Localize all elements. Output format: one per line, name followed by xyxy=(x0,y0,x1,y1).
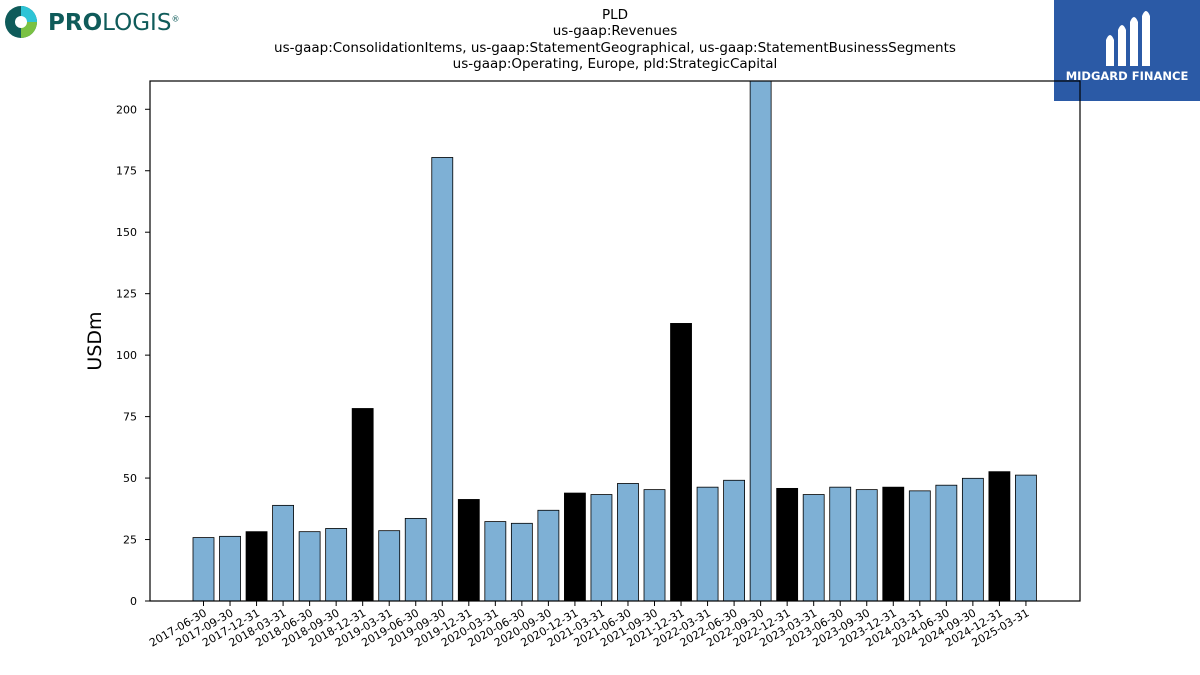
bar-2018-12-31 xyxy=(351,408,374,601)
bar-2024-12-31 xyxy=(988,471,1011,601)
bar-2020-12-31 xyxy=(564,492,586,601)
bar-2021-03-31 xyxy=(590,494,613,601)
bar-2023-09-30 xyxy=(855,489,878,601)
chart-title-line-4: us-gaap:Operating, Europe, pld:Strategic… xyxy=(452,55,778,72)
bar-2018-03-31 xyxy=(272,504,294,601)
y-tick-label-150: 150 xyxy=(116,226,137,239)
prologis-wordmark: PROLOGIS® xyxy=(48,10,179,36)
bar-2020-06-30 xyxy=(510,522,533,601)
bar-2019-09-30 xyxy=(431,157,454,601)
bar-2019-03-31 xyxy=(378,530,401,601)
y-tick-label-50: 50 xyxy=(123,472,137,485)
bar-2024-06-30 xyxy=(935,484,958,601)
bar-2024-09-30 xyxy=(961,477,984,601)
y-tick-label-0: 0 xyxy=(130,595,137,608)
y-tick-label-75: 75 xyxy=(123,411,137,424)
bar-2017-09-30 xyxy=(219,535,241,601)
bar-2019-06-30 xyxy=(404,517,427,601)
prologis-mark-icon xyxy=(5,6,37,38)
y-tick-label-175: 175 xyxy=(116,165,137,178)
bar-2023-06-30 xyxy=(829,486,852,601)
y-tick-label-200: 200 xyxy=(116,103,137,116)
bar-2021-06-30 xyxy=(617,483,639,601)
bar-2020-03-31 xyxy=(484,521,507,601)
bar-2023-12-31 xyxy=(882,486,905,601)
registered-mark: ® xyxy=(171,14,180,24)
bar-2022-12-31 xyxy=(776,487,799,601)
bar-2019-12-31 xyxy=(457,499,480,601)
bar-2022-06-30 xyxy=(723,479,745,601)
bar-2018-06-30 xyxy=(298,531,321,601)
prologis-logo: PROLOGIS® xyxy=(4,4,194,42)
bar-2017-12-31 xyxy=(245,531,268,601)
prologis-wordmark-bold: PRO xyxy=(48,10,103,36)
bar-2020-09-30 xyxy=(537,509,560,601)
plot-frame xyxy=(149,80,1081,602)
bar-2022-09-30 xyxy=(749,81,772,601)
bar-2024-03-31 xyxy=(908,490,931,601)
chart-title-line-2: us-gaap:Revenues xyxy=(552,23,678,40)
chart-title-line-3: us-gaap:ConsolidationItems, us-gaap:Stat… xyxy=(274,39,956,56)
chart-title-block: PLD us-gaap:Revenues us-gaap:Consolidati… xyxy=(150,7,1080,72)
bar-2023-03-31 xyxy=(802,494,825,601)
bar-2021-09-30 xyxy=(643,489,666,601)
y-tick-label-125: 125 xyxy=(116,288,137,301)
prologis-wordmark-regular: LOGIS xyxy=(102,10,172,36)
y-tick-label-100: 100 xyxy=(116,349,137,362)
bar-2017-06-30 xyxy=(192,537,215,601)
y-tick-label-25: 25 xyxy=(123,534,137,547)
bar-2021-12-31 xyxy=(670,323,692,601)
midgard-mark-icon xyxy=(1106,11,1150,66)
bar-2022-03-31 xyxy=(696,486,719,601)
chart-title-line-1: PLD xyxy=(601,7,629,23)
bar-2018-09-30 xyxy=(325,528,348,601)
bar-2025-03-31 xyxy=(1015,474,1037,601)
midgard-finance-logo: MIDGARD FINANCE xyxy=(1054,0,1200,101)
midgard-wordmark: MIDGARD FINANCE xyxy=(1065,69,1189,83)
y-axis-label: USDm xyxy=(84,311,106,370)
